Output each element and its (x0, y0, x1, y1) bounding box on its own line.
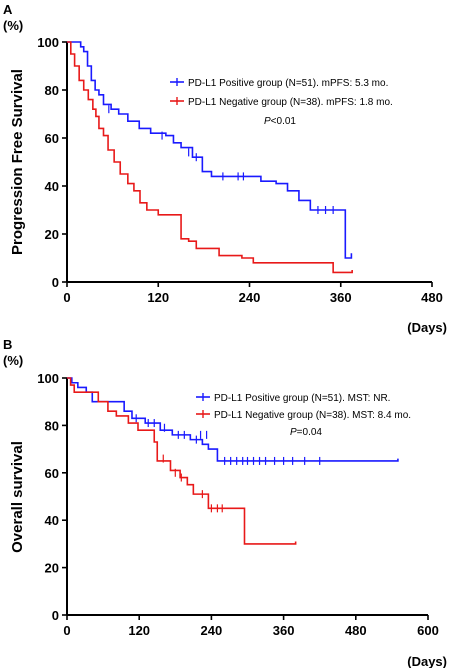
panel-label: B (3, 337, 12, 352)
panel-label: A (3, 2, 13, 17)
y-unit-label: (%) (3, 353, 23, 368)
y-tick-label: 20 (45, 227, 59, 242)
y-tick-label: 20 (45, 561, 59, 576)
y-tick-label: 0 (52, 608, 59, 623)
y-tick-label: 80 (45, 83, 59, 98)
legend: PD-L1 Positive group (N=51). MST: NR. PD… (196, 393, 411, 438)
axes: 0 20 40 60 80 100 0 120 240 360 480 (37, 35, 443, 305)
legend-entry-positive: PD-L1 Positive group (N=51). MST: NR. (214, 393, 390, 404)
y-tick-label: 100 (37, 371, 59, 386)
survival-curve-positive (67, 377, 399, 462)
p-value-prefix: P (264, 116, 271, 127)
legend-entry-positive: PD-L1 Positive group (N=51). mPFS: 5.3 m… (188, 78, 388, 89)
x-tick-label: 360 (273, 623, 295, 638)
legend-entry-negative: PD-L1 Negative group (N=38). mPFS: 1.8 m… (188, 97, 393, 108)
x-tick-label: 360 (330, 290, 352, 305)
series-lines (67, 377, 399, 545)
x-tick-label: 120 (147, 290, 169, 305)
panel-a: A (%) Progression Free Survival (Days) 0… (3, 2, 447, 335)
y-axis-label: Overall survival (9, 441, 26, 553)
x-tick-label: 240 (201, 623, 223, 638)
y-tick-label: 80 (45, 418, 59, 433)
panel-b: B (%) Overall survival (Days) 0 20 40 60 80 1… (3, 337, 447, 668)
x-tick-label: 0 (63, 623, 70, 638)
y-tick-label: 0 (52, 275, 59, 290)
survival-curve-positive (67, 41, 353, 259)
series-lines (67, 41, 353, 274)
y-tick-label: 60 (45, 466, 59, 481)
y-tick-label: 100 (37, 35, 59, 50)
x-tick-label: 480 (421, 290, 443, 305)
p-value-annotation: P=0.04 (290, 427, 322, 438)
y-unit-label: (%) (3, 18, 23, 33)
x-tick-label: 600 (417, 623, 439, 638)
legend: PD-L1 Positive group (N=51). mPFS: 5.3 m… (170, 78, 393, 127)
x-tick-label: 120 (128, 623, 150, 638)
y-axis-label: Progression Free Survival (9, 69, 26, 255)
survival-curve-negative (67, 41, 353, 274)
y-tick-label: 40 (45, 179, 59, 194)
p-value-text: =0.04 (297, 427, 323, 438)
y-tick-label: 40 (45, 513, 59, 528)
axes: 0 20 40 60 80 100 0 120 240 360 480 600 (37, 371, 439, 638)
x-tick-label: 0 (63, 290, 70, 305)
legend-entry-negative: PD-L1 Negative group (N=38). MST: 8.4 mo… (214, 410, 411, 421)
p-value-prefix: P (290, 427, 297, 438)
y-tick-label: 60 (45, 131, 59, 146)
survival-curve-negative (67, 377, 297, 545)
p-value-annotation: P<0.01 (264, 116, 296, 127)
x-axis-label: (Days) (407, 654, 447, 668)
p-value-text: <0.01 (271, 116, 297, 127)
x-tick-label: 240 (239, 290, 261, 305)
x-tick-label: 480 (345, 623, 367, 638)
x-axis-label: (Days) (407, 320, 447, 335)
